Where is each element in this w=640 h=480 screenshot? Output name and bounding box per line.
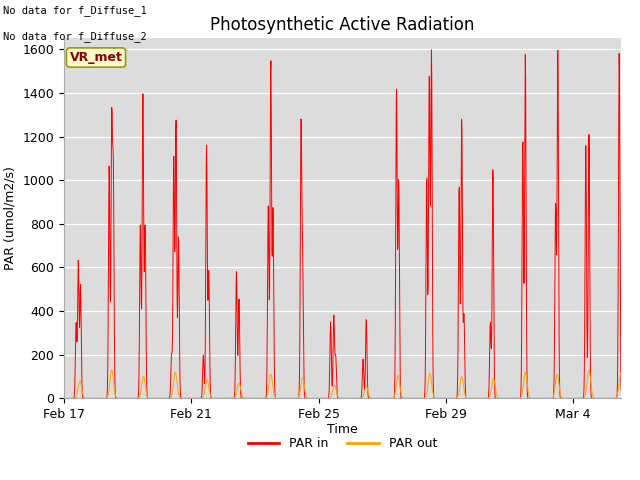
Title: Photosynthetic Active Radiation: Photosynthetic Active Radiation [210,16,475,34]
Text: VR_met: VR_met [70,51,122,64]
Text: No data for f_Diffuse_1: No data for f_Diffuse_1 [3,5,147,16]
Y-axis label: PAR (umol/m2/s): PAR (umol/m2/s) [4,167,17,270]
X-axis label: Time: Time [327,422,358,435]
Text: No data for f_Diffuse_2: No data for f_Diffuse_2 [3,31,147,42]
Legend: PAR in, PAR out: PAR in, PAR out [243,432,442,455]
